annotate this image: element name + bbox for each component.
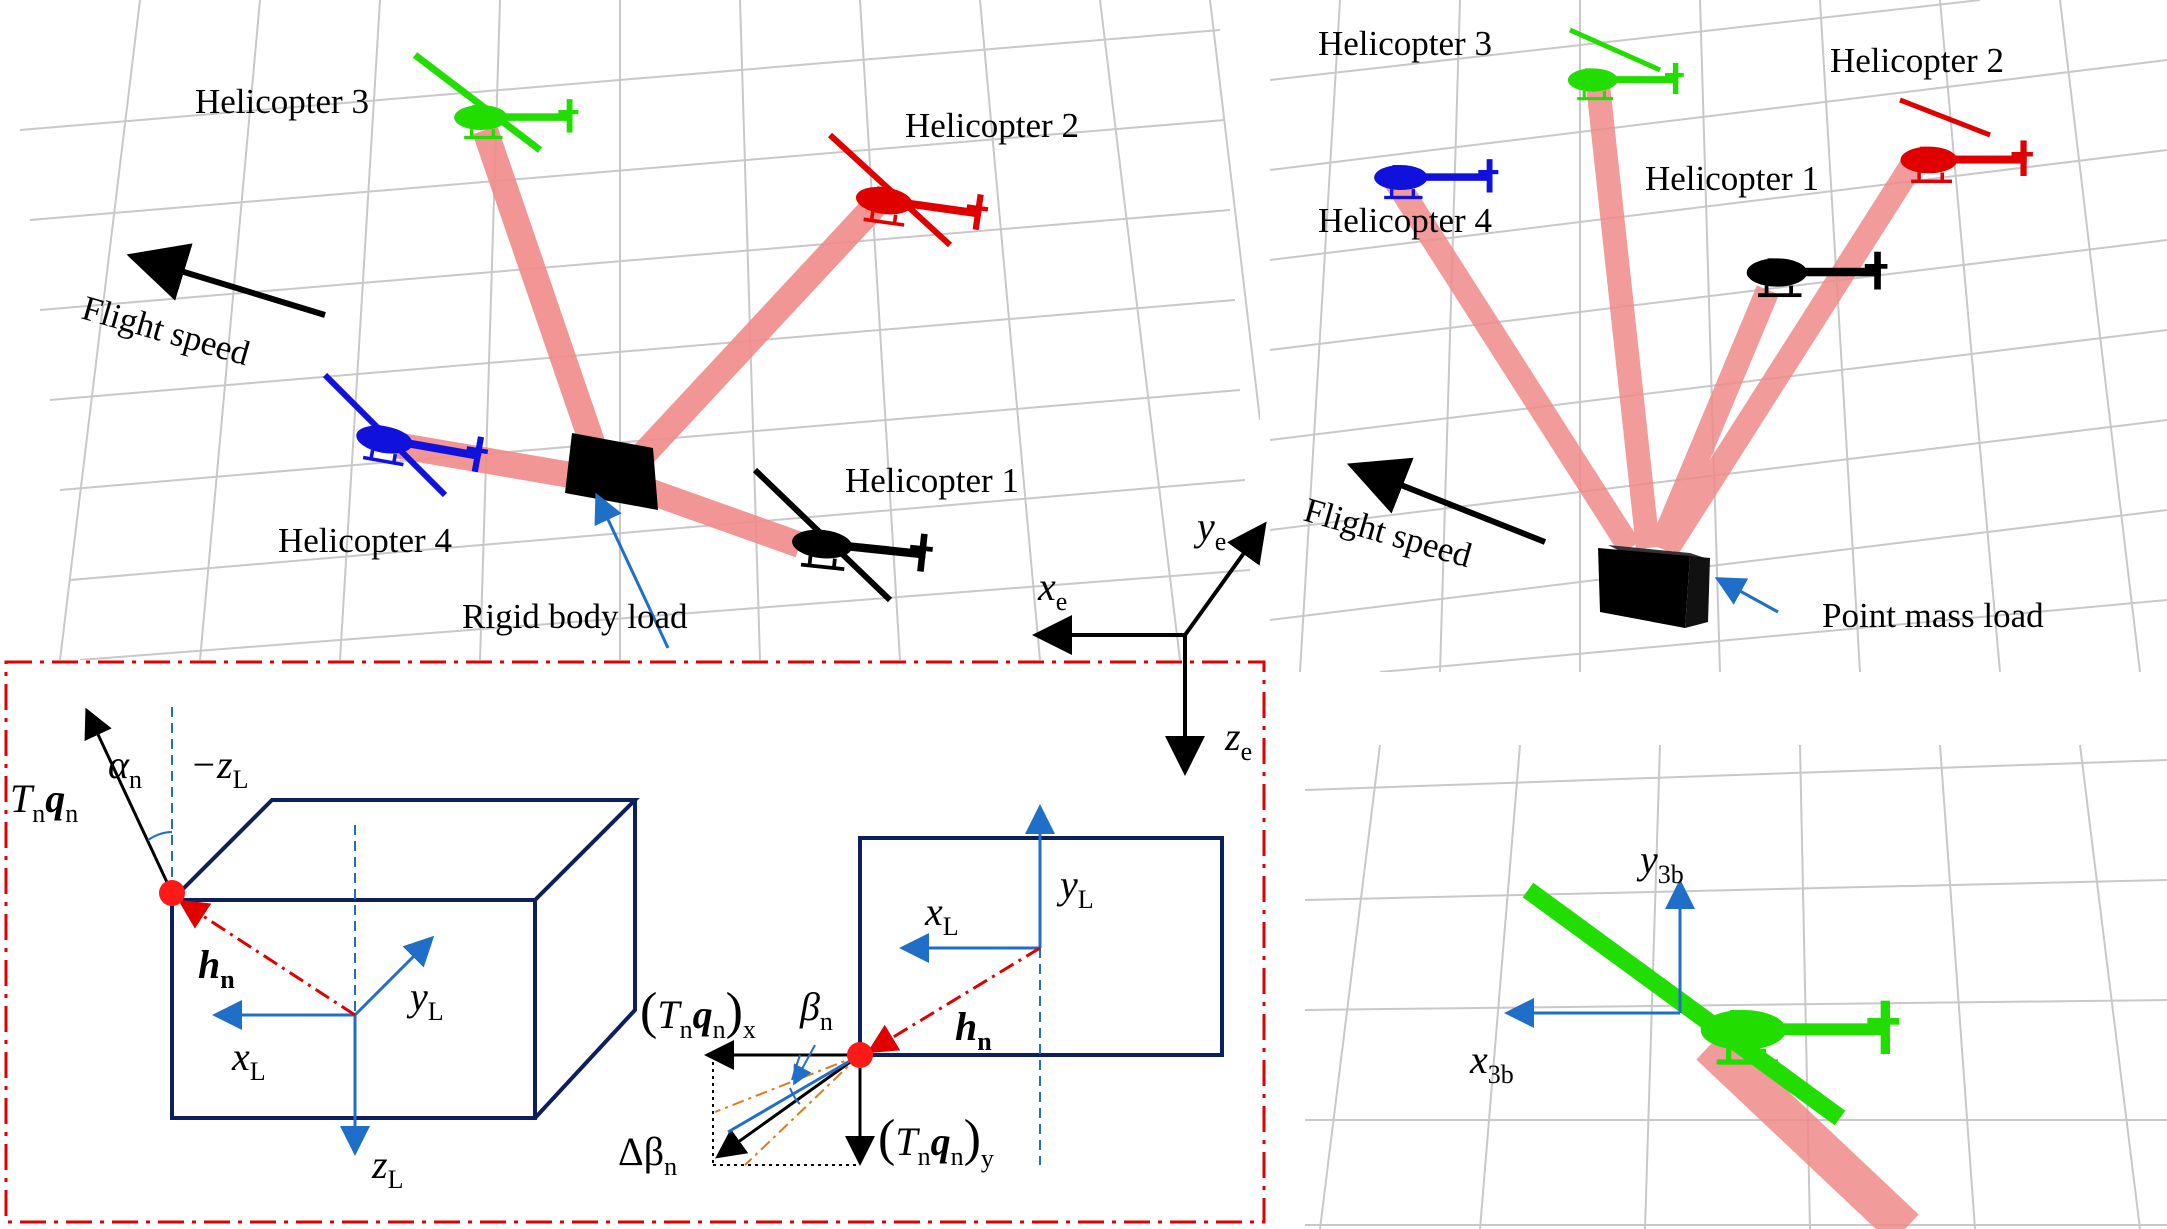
rigid-load-scene: Helicopter 3 Helicopter 2 Helicopter 1 H… (19, 0, 1260, 660)
helicopter-1-model (752, 467, 935, 603)
rect2d-force-y-label: (Tnqn)y (878, 1110, 994, 1173)
body-frame-x-label: x3b (1469, 1037, 1514, 1089)
point-label-load: Point mass load (1822, 596, 2044, 635)
box3d-tension-label: Tnqn (10, 776, 78, 828)
rect2d-y-label: yL (1056, 862, 1094, 914)
cable-lines-left (392, 125, 890, 558)
point-label-helicopter-4: Helicopter 4 (1318, 201, 1492, 240)
box3d-tension-vector (84, 707, 174, 894)
box3d-x-label: xL (231, 1034, 266, 1086)
point-load-pointer (1714, 577, 1779, 614)
body-frame-cable (1696, 1030, 1919, 1229)
box3d-h-vector (177, 899, 356, 1017)
box3d-z-label: zL (371, 1142, 403, 1194)
box3d-y-label: yL (406, 974, 444, 1026)
rigid-label-load: Rigid body load (462, 597, 688, 636)
rigid-body-load-block (565, 433, 658, 510)
grid-floor-right (1269, 0, 2167, 672)
rect2d-attach-point (847, 1042, 873, 1068)
rigid-box-3d (170, 798, 640, 1120)
box3d-alpha-arc (147, 831, 173, 841)
earth-frame-axes: xe ye ze (1032, 504, 1267, 776)
point-label-helicopter-2: Helicopter 2 (1830, 41, 2004, 80)
helicopter-4-model (322, 372, 491, 498)
point-label-helicopter-3: Helicopter 3 (1318, 24, 1492, 63)
rect2d-force-components (704, 1040, 875, 1166)
body-frame-y-label: y3b (1636, 837, 1684, 889)
point-label-helicopter-1: Helicopter 1 (1645, 159, 1819, 198)
rigid-load-pointer (594, 492, 670, 649)
box3d-negz-label: −zL (190, 742, 248, 794)
rigid-label-helicopter-1: Helicopter 1 (845, 461, 1019, 500)
point-mass-scene: Helicopter 3 Helicopter 2 Helicopter 1 H… (1269, 0, 2167, 672)
box3d-attach-point (159, 880, 185, 906)
helicopter-3-model (412, 52, 579, 153)
flight-speed-arrow-left (126, 243, 326, 318)
rigid-label-helicopter-2: Helicopter 2 (905, 106, 1079, 145)
point-helicopter-4-model (1374, 159, 1499, 200)
detail-dashdot-frame (4, 660, 1266, 1224)
rect2d-x-label: xL (924, 889, 959, 941)
earth-axis-x-label: xe (1037, 564, 1067, 616)
rect2d-beta-label: βn (799, 984, 833, 1036)
rect2d-delta-beta-label: Δβn (618, 1129, 677, 1181)
box3d-alpha-label: αn (108, 742, 142, 794)
body-frame-scene: x3b y3b (1305, 745, 2167, 1229)
point-mass-load-block (1598, 545, 1710, 628)
box3d-h-label: hn (198, 942, 235, 994)
box3d-y-axis (353, 935, 435, 1017)
earth-axis-y-label: ye (1193, 504, 1226, 556)
helicopter-2-model (827, 132, 990, 248)
point-helicopter-2-model (1899, 97, 2033, 184)
flight-speed-arrow-right (1346, 457, 1547, 545)
cable-lines-right (1384, 83, 1926, 555)
point-helicopter-3-model (1567, 27, 1684, 101)
grid-floor-bottom-right (1305, 745, 2167, 1229)
rect2d-force-x-label: (Tnqn)x (640, 983, 756, 1044)
rect2d-h-vector (866, 946, 1041, 1054)
rigid-label-helicopter-3: Helicopter 3 (195, 82, 369, 121)
rect2d-h-label: hn (955, 1004, 992, 1056)
earth-axis-z-label: ze (1224, 714, 1252, 766)
helicopter-3-closeup (1522, 882, 1900, 1126)
rigid-label-flight-speed: Flight speed (78, 288, 255, 373)
rigid-label-helicopter-4: Helicopter 4 (278, 521, 452, 560)
